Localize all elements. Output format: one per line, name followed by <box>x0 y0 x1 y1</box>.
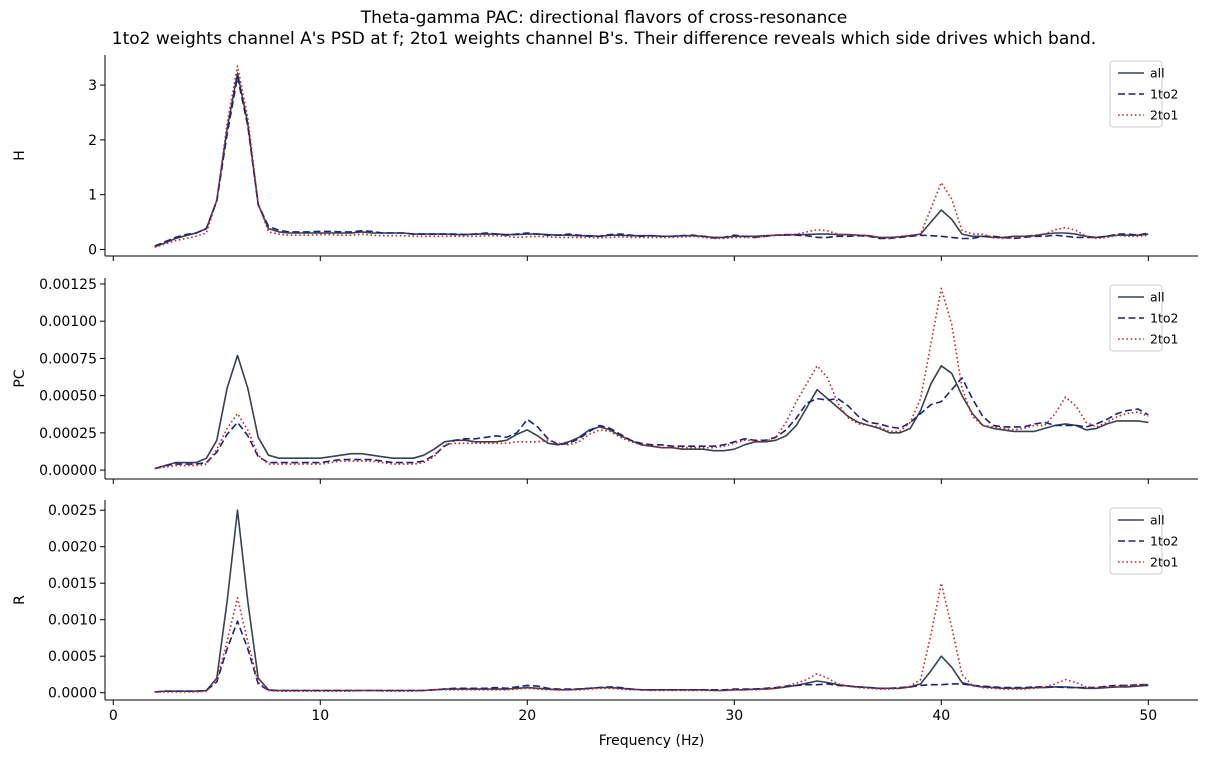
legend-label-1to2: 1to2 <box>1150 87 1178 102</box>
x-tick-label: 0 <box>109 708 118 724</box>
legend-label-2to1: 2to1 <box>1150 555 1178 570</box>
y-tick-label: 0.0000 <box>48 686 97 702</box>
legend-label-2to1: 2to1 <box>1150 108 1178 123</box>
y-tick-label: 2 <box>88 133 97 149</box>
legend-frame <box>1109 507 1163 575</box>
legend-label-1to2: 1to2 <box>1150 534 1178 549</box>
y-axis-label: R <box>12 595 28 605</box>
series-line-1to2 <box>154 76 1149 247</box>
panel-r: 0.0000 0.0005 0.0010 0.0015 0.0020 0.0025 0 10 2… <box>12 500 1198 724</box>
y-tick-label: 0.00125 <box>39 277 97 293</box>
y-tick-label: 0.0015 <box>48 576 97 592</box>
legend: all 1to2 2to1 <box>1109 284 1178 352</box>
legend-label-all: all <box>1150 290 1165 305</box>
y-tick-label: 3 <box>88 78 97 94</box>
series-line-all <box>154 354 1149 470</box>
legend-label-1to2: 1to2 <box>1150 311 1178 326</box>
y-tick-label: 0 <box>88 242 97 258</box>
series-line-1to2 <box>154 620 1149 693</box>
y-tick-label: 0.00000 <box>39 463 97 479</box>
series-line-2to1 <box>154 287 1149 470</box>
legend-label-all: all <box>1150 66 1165 81</box>
panel-pc: 0.00000 0.00025 0.00050 0.00075 0.00100 0.001… <box>12 277 1198 484</box>
series-line-1to2 <box>154 376 1149 470</box>
y-tick-label: 0.00100 <box>39 314 97 330</box>
x-tick-label: 30 <box>725 708 743 724</box>
y-axis-label: H <box>12 150 28 161</box>
x-tick-label: 10 <box>311 708 329 724</box>
y-tick-label: 0.00025 <box>39 426 97 442</box>
series-line-2to1 <box>154 65 1149 248</box>
series-line-all <box>154 509 1149 693</box>
series-line-2to1 <box>154 582 1149 693</box>
x-tick-label: 40 <box>932 708 950 724</box>
legend-label-all: all <box>1150 513 1165 528</box>
legend-frame <box>1109 60 1163 128</box>
y-tick-label: 0.0010 <box>48 613 97 629</box>
chart-subtitle: 1to2 weights channel A's PSD at f; 2to1 … <box>111 29 1097 49</box>
legend-frame <box>1109 284 1163 352</box>
legend: all 1to2 2to1 <box>1109 507 1178 575</box>
series-line-all <box>154 72 1149 248</box>
x-tick-label: 50 <box>1139 708 1157 724</box>
legend-label-2to1: 2to1 <box>1150 332 1178 347</box>
x-axis-label: Frequency (Hz) <box>599 733 705 749</box>
chart-title: Theta-gamma PAC: directional flavors of … <box>360 8 848 28</box>
y-tick-label: 0.0025 <box>48 503 97 519</box>
y-tick-label: 0.0005 <box>48 649 97 665</box>
chart-title-block: Theta-gamma PAC: directional flavors of … <box>0 8 1208 50</box>
y-tick-label: 0.00075 <box>39 351 97 367</box>
y-tick-label: 1 <box>88 188 97 204</box>
y-axis-label: PC <box>12 369 28 387</box>
legend: all 1to2 2to1 <box>1109 60 1178 128</box>
y-tick-label: 0.00050 <box>39 389 97 405</box>
y-tick-label: 0.0020 <box>48 540 97 556</box>
x-tick-label: 20 <box>518 708 536 724</box>
